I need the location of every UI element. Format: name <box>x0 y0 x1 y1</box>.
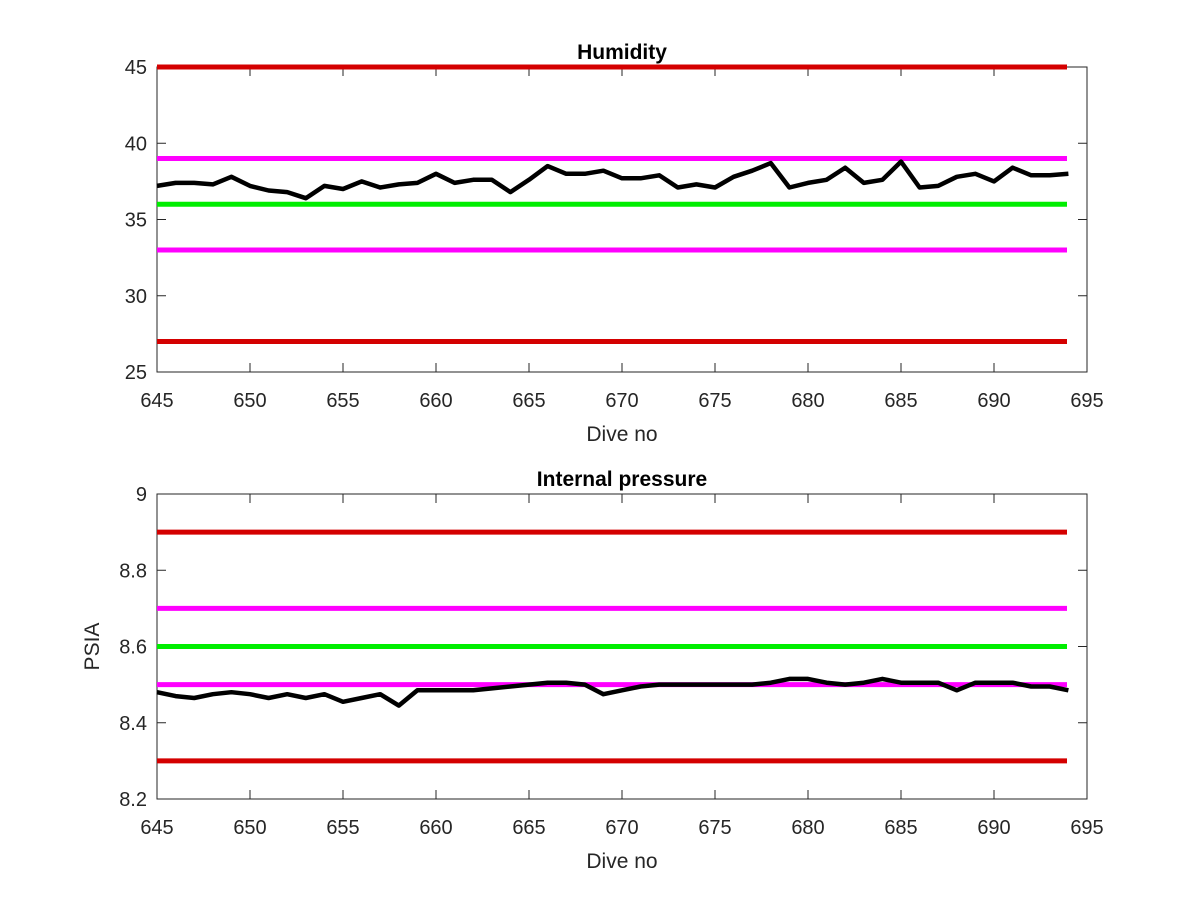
x-tick-label: 670 <box>605 390 638 412</box>
y-tick-label: 25 <box>125 362 147 384</box>
x-tick-label: 655 <box>326 390 359 412</box>
x-tick-label: 665 <box>512 390 545 412</box>
chart-title: Internal pressure <box>537 468 707 491</box>
y-tick-label: 8.4 <box>119 713 147 735</box>
x-tick-label: 695 <box>1070 817 1103 839</box>
x-tick-label: 660 <box>419 390 452 412</box>
x-tick-label: 690 <box>977 390 1010 412</box>
x-tick-label: 675 <box>698 817 731 839</box>
x-axis-label: Dive no <box>586 423 657 446</box>
x-tick-label: 665 <box>512 817 545 839</box>
x-tick-label: 650 <box>233 817 266 839</box>
y-tick-label: 40 <box>125 133 147 155</box>
chart-panel-2: 645 650 655 660 665 670 675 680 685 690 695 8.2 8.4 8… <box>81 468 1104 873</box>
x-tick-label: 680 <box>791 817 824 839</box>
y-tick-label: 30 <box>125 286 147 308</box>
x-tick-label: 685 <box>884 817 917 839</box>
x-tick-label: 690 <box>977 817 1010 839</box>
x-tick-label: 645 <box>140 817 173 839</box>
y-tick-label: 8.6 <box>119 637 147 659</box>
x-axis-label: Dive no <box>586 850 657 873</box>
data-series-line <box>156 159 1069 201</box>
x-tick-label: 680 <box>791 390 824 412</box>
x-tick-label: 655 <box>326 817 359 839</box>
x-tick-label: 650 <box>233 390 266 412</box>
x-tick-label: 685 <box>884 390 917 412</box>
data-series-line <box>156 676 1069 708</box>
x-tick-label: 645 <box>140 390 173 412</box>
chart-panel-1: 645 650 655 660 665 670 675 680 685 690 695 25 30 35 4… <box>125 41 1104 446</box>
y-tick-label: 9 <box>136 484 147 506</box>
y-tick-label: 45 <box>125 57 147 79</box>
y-axis-label: PSIA <box>81 623 104 671</box>
x-tick-label: 670 <box>605 817 638 839</box>
x-tick-label: 695 <box>1070 390 1103 412</box>
y-tick-label: 8.2 <box>119 789 147 811</box>
chart-title: Humidity <box>577 41 667 64</box>
plot-area <box>156 66 1088 373</box>
y-tick-label: 8.8 <box>119 560 147 582</box>
x-tick-label: 675 <box>698 390 731 412</box>
x-tick-label: 660 <box>419 817 452 839</box>
y-tick-label: 35 <box>125 210 147 232</box>
